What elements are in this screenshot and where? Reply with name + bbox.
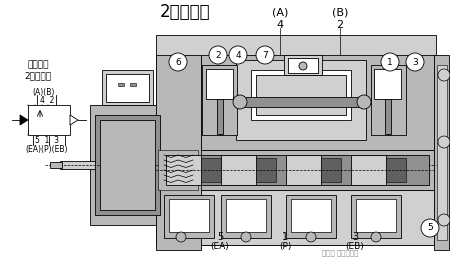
Bar (226, 199, 266, 232)
Bar (217, 99, 223, 134)
Bar (437, 65, 447, 240)
Circle shape (229, 46, 247, 64)
Bar (284, 55, 322, 75)
Bar (156, 35, 436, 245)
Bar (321, 158, 341, 182)
Bar (169, 199, 209, 232)
Bar (164, 195, 214, 238)
Bar (166, 155, 201, 185)
Bar (251, 70, 351, 120)
Circle shape (438, 136, 450, 148)
Circle shape (381, 53, 399, 71)
Bar (236, 60, 366, 140)
Text: (EA)(P)(EB): (EA)(P)(EB) (26, 145, 68, 154)
Text: 6: 6 (175, 57, 181, 67)
Bar (256, 75, 346, 115)
Circle shape (357, 95, 371, 109)
Bar (158, 150, 198, 190)
Text: (EB): (EB) (346, 242, 365, 251)
Text: (A): (A) (272, 7, 288, 17)
Circle shape (256, 46, 274, 64)
Bar (221, 155, 256, 185)
Circle shape (306, 232, 316, 242)
Bar (202, 65, 237, 135)
Circle shape (421, 219, 439, 237)
Bar (100, 120, 155, 210)
Text: (EA): (EA) (211, 242, 230, 251)
Text: 5: 5 (427, 224, 433, 233)
Polygon shape (20, 115, 28, 125)
Circle shape (438, 214, 450, 226)
Circle shape (209, 46, 227, 64)
Text: 图形符号: 图形符号 (27, 61, 49, 69)
Bar (291, 199, 331, 232)
Bar (90, 105, 165, 225)
Bar (256, 158, 276, 182)
Bar (156, 150, 434, 190)
Bar (102, 70, 153, 105)
Polygon shape (70, 115, 78, 125)
Bar (206, 69, 233, 99)
Text: 4: 4 (276, 20, 284, 30)
Text: 2位单电控: 2位单电控 (24, 71, 52, 81)
Circle shape (438, 69, 450, 81)
Circle shape (169, 53, 187, 71)
Text: 1: 1 (282, 232, 288, 242)
Bar (356, 199, 396, 232)
Bar (351, 155, 386, 185)
Text: 2: 2 (337, 20, 343, 30)
Bar (434, 55, 449, 250)
Text: 4  2: 4 2 (40, 96, 54, 104)
Bar (118, 83, 124, 86)
Text: (A)(B): (A)(B) (33, 88, 55, 97)
Bar (286, 195, 336, 238)
Text: 2: 2 (215, 51, 221, 60)
Bar (241, 97, 361, 107)
Text: 头条号 工控自动化: 头条号 工控自动化 (322, 250, 358, 256)
Circle shape (233, 95, 247, 109)
Text: 3: 3 (352, 232, 358, 242)
Bar (130, 83, 136, 86)
Bar (201, 158, 221, 182)
Bar (385, 99, 391, 134)
Bar (60, 161, 95, 169)
Text: (B): (B) (332, 7, 348, 17)
Bar (351, 195, 401, 238)
Circle shape (406, 53, 424, 71)
Text: (P): (P) (279, 242, 291, 251)
Text: 7: 7 (262, 51, 268, 60)
Bar (106, 74, 149, 102)
Text: 4: 4 (235, 51, 241, 60)
Bar (28, 105, 70, 135)
Bar (201, 55, 434, 150)
Bar (161, 155, 429, 185)
Circle shape (176, 232, 186, 242)
Bar (95, 115, 160, 215)
Circle shape (371, 232, 381, 242)
Circle shape (241, 232, 251, 242)
Bar (286, 155, 321, 185)
Bar (50, 162, 62, 168)
Bar (221, 195, 271, 238)
Bar (374, 69, 401, 99)
Text: 1: 1 (387, 57, 393, 67)
Bar (386, 158, 406, 182)
Text: 2位单电控: 2位单电控 (160, 3, 210, 21)
Bar (371, 65, 406, 135)
Text: 5  1  3: 5 1 3 (35, 135, 59, 145)
Bar (288, 58, 318, 73)
Circle shape (299, 62, 307, 70)
Bar (156, 55, 201, 250)
Text: 3: 3 (412, 57, 418, 67)
Text: 5: 5 (217, 232, 223, 242)
Bar (156, 190, 434, 245)
